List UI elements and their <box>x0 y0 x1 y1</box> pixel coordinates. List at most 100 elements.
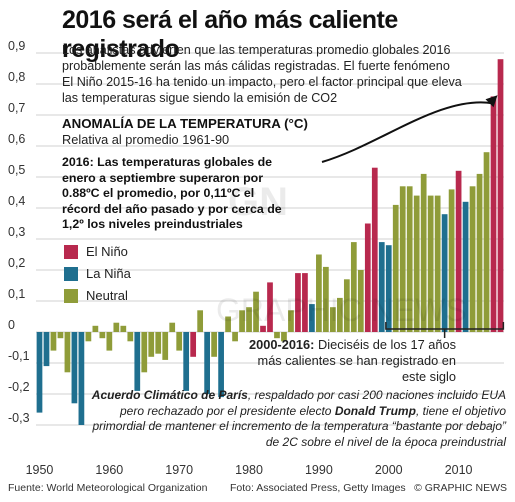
chart-title: ANOMALÍA DE LA TEMPERATURA (°C) <box>62 116 308 131</box>
bar-1978 <box>232 332 238 342</box>
legend-label-elnino: El Niño <box>86 244 128 259</box>
paris-agreement-note: Acuerdo Climático de París, respaldado p… <box>78 388 506 450</box>
x-tick-label: 2000 <box>375 463 403 477</box>
bar-1999 <box>378 242 385 332</box>
arrow-to-2016 <box>321 101 493 163</box>
source-text: Fuente: World Meteorological Organizatio… <box>8 482 208 494</box>
y-tick-label: 0,8 <box>8 70 25 84</box>
note-part2: , respaldado por casi 200 naciones inclu… <box>120 388 506 418</box>
intro-text: Los analistas advierten que las temperat… <box>62 43 462 105</box>
bar-2002 <box>399 186 406 332</box>
watermark-text: GRAPHIC NEWS <box>216 292 467 328</box>
bar-2001 <box>392 204 399 332</box>
legend-label-neutral: Neutral <box>86 288 128 303</box>
bar-1991 <box>323 266 329 332</box>
bar-1982 <box>260 325 266 332</box>
highlight-2016: 2016: Las temperaturas globales de enero… <box>62 155 282 231</box>
bar-1970 <box>176 332 183 351</box>
bar-2006 <box>427 195 434 332</box>
bar-2009 <box>448 189 455 332</box>
bar-1986 <box>288 310 294 332</box>
bars <box>36 59 504 425</box>
y-tick-label: -0,2 <box>8 380 30 394</box>
watermark-logo: GN <box>228 180 288 224</box>
callout-bold: 2000-2016: <box>248 337 315 352</box>
bar-2012 <box>469 186 476 332</box>
legend-swatch-elnino <box>64 245 78 259</box>
bar-1966 <box>148 332 155 357</box>
bar-1974 <box>204 332 210 394</box>
y-tick-label: 0,7 <box>8 101 25 115</box>
bar-1967 <box>155 332 162 354</box>
y-tick-label: -0,1 <box>8 349 30 363</box>
y-tick-label: 0,2 <box>8 256 25 270</box>
bar-1960 <box>106 332 113 351</box>
bar-1950 <box>36 332 43 413</box>
bar-1964 <box>134 332 141 391</box>
bar-1953 <box>57 332 64 339</box>
x-tick-label: 2010 <box>445 463 473 477</box>
bar-1958 <box>92 325 99 332</box>
bar-1992 <box>330 307 336 332</box>
bar-1959 <box>99 332 106 339</box>
bar-1972 <box>190 332 197 357</box>
bar-1976 <box>218 332 224 398</box>
bar-1954 <box>64 332 71 373</box>
bar-1990 <box>316 254 322 332</box>
bar-1969 <box>169 322 176 332</box>
bar-2015 <box>490 96 497 333</box>
bar-1980 <box>246 307 252 332</box>
bar-1968 <box>162 332 169 360</box>
bar-2013 <box>476 173 483 332</box>
bar-1983 <box>267 282 273 332</box>
bar-2003 <box>406 186 413 332</box>
bar-2000 <box>385 245 392 332</box>
bar-1988 <box>302 273 308 332</box>
y-tick-label: -0,3 <box>8 411 30 425</box>
y-tick-label: 0,5 <box>8 163 25 177</box>
legend-swatch-lanina <box>64 267 78 281</box>
bar-1965 <box>141 332 148 373</box>
photo-credit: Foto: Associated Press, Getty Images <box>230 482 406 494</box>
legend-label-lanina: La Niña <box>86 266 131 281</box>
bar-1951 <box>43 332 50 367</box>
bar-1963 <box>127 332 134 342</box>
x-tick-label: 1950 <box>26 463 54 477</box>
note-part4: , tiene el objetivo primordial de manten… <box>92 403 506 449</box>
bar-2016 <box>497 59 504 332</box>
y-tick-label: 0,1 <box>8 287 25 301</box>
bar-1955 <box>71 332 78 404</box>
x-axis-labels: 1950 1960 1970 1980 1990 2000 2010 <box>26 463 473 477</box>
copyright: © GRAPHIC NEWS <box>414 482 507 494</box>
chart-subtitle: Relativa al promedio 1961-90 <box>62 132 230 147</box>
bar-2014 <box>483 152 490 332</box>
bar-1985 <box>281 332 287 342</box>
bar-1996 <box>357 270 364 332</box>
note-paris: Acuerdo Climático de París <box>91 388 248 402</box>
bar-1984 <box>274 332 280 339</box>
bar-1973 <box>197 310 204 332</box>
bar-1961 <box>113 322 120 332</box>
bar-1971 <box>183 332 190 391</box>
y-tick-label: 0,6 <box>8 132 25 146</box>
bar-1998 <box>371 167 378 332</box>
x-tick-label: 1970 <box>165 463 193 477</box>
bar-1987 <box>295 273 301 332</box>
x-tick-label: 1990 <box>305 463 333 477</box>
y-tick-label: 0,3 <box>8 225 25 239</box>
bar-1952 <box>50 332 57 351</box>
bar-2004 <box>413 195 420 332</box>
bar-1957 <box>85 332 92 342</box>
annotations <box>321 95 505 338</box>
bar-2011 <box>462 201 469 332</box>
y-tick-label: 0,4 <box>8 194 25 208</box>
y-tick-label: 0 <box>8 318 15 332</box>
x-tick-label: 1960 <box>95 463 123 477</box>
bar-2008 <box>441 214 448 332</box>
bar-1981 <box>253 291 259 332</box>
bar-1994 <box>343 279 350 332</box>
y-tick-label: 0,9 <box>8 39 25 53</box>
page-title: 2016 será el año más caliente registrado <box>62 6 398 63</box>
